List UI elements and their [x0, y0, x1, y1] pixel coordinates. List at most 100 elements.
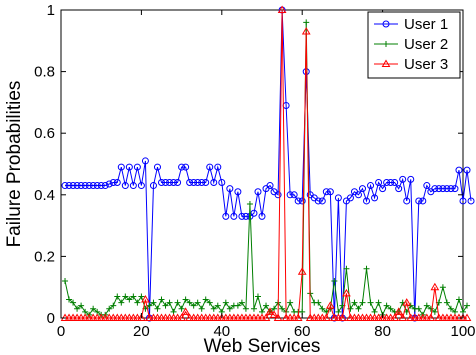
x-tick-label: 0 — [57, 323, 65, 340]
data-point — [254, 188, 262, 196]
data-point — [367, 299, 374, 306]
data-point — [101, 182, 109, 190]
data-point — [130, 293, 137, 300]
x-tick-label: 80 — [374, 323, 391, 340]
data-point — [407, 175, 415, 183]
data-point — [443, 299, 450, 306]
data-point — [70, 299, 77, 306]
data-point — [134, 299, 141, 306]
data-point — [383, 178, 391, 186]
data-point — [210, 305, 217, 312]
data-point — [279, 305, 286, 312]
data-point — [65, 182, 73, 190]
data-point — [174, 178, 182, 186]
data-point — [182, 163, 190, 171]
data-point — [463, 166, 471, 174]
data-point — [210, 178, 218, 186]
data-point — [206, 163, 214, 171]
data-point — [263, 302, 270, 309]
data-point — [322, 188, 330, 196]
data-point — [287, 299, 294, 306]
data-point — [351, 299, 358, 306]
data-point — [90, 305, 97, 312]
data-point — [198, 178, 206, 186]
data-point — [182, 296, 189, 303]
data-point — [261, 313, 271, 321]
data-point — [74, 305, 81, 312]
data-point — [274, 191, 282, 199]
data-point — [118, 299, 125, 306]
data-point — [246, 201, 253, 208]
data-point — [395, 185, 403, 193]
data-point — [238, 212, 246, 220]
data-point — [254, 293, 261, 300]
data-point — [89, 182, 97, 190]
y-tick-label: 0 — [47, 310, 55, 327]
data-point — [158, 178, 165, 186]
data-point — [399, 175, 407, 183]
data-point — [206, 299, 213, 306]
data-point — [464, 302, 471, 309]
data-point — [451, 185, 459, 193]
data-point — [290, 191, 298, 199]
data-point — [297, 267, 307, 275]
y-axis-label: Failure Probabilities — [4, 81, 25, 248]
data-point — [170, 178, 178, 186]
data-point — [294, 197, 302, 205]
data-point — [315, 299, 322, 306]
data-point — [194, 178, 202, 186]
data-point — [467, 197, 475, 205]
data-point — [137, 313, 146, 321]
data-point — [371, 194, 379, 202]
y-tick-label: 0.2 — [34, 248, 55, 265]
data-point — [186, 178, 194, 186]
data-point — [190, 178, 198, 186]
data-point — [222, 212, 230, 220]
data-point — [154, 305, 161, 312]
data-point — [141, 295, 150, 303]
data-point — [415, 305, 422, 312]
legend-label: User 1 — [404, 16, 448, 33]
data-point — [214, 163, 222, 171]
series-1 — [61, 6, 475, 322]
data-point — [174, 299, 181, 306]
data-point — [258, 212, 266, 220]
data-point — [314, 197, 322, 205]
data-point — [77, 182, 85, 190]
data-point — [125, 163, 133, 171]
data-point — [234, 188, 242, 196]
y-tick-label: 0.6 — [34, 125, 55, 142]
data-point — [367, 182, 375, 190]
x-tick-label: 60 — [294, 323, 311, 340]
data-point — [426, 313, 436, 321]
data-point — [387, 178, 395, 186]
data-point — [439, 284, 446, 291]
data-point — [459, 197, 467, 205]
data-point — [390, 313, 400, 321]
data-point — [66, 296, 73, 303]
data-point — [326, 188, 334, 196]
data-point — [407, 302, 414, 309]
data-point — [359, 185, 366, 193]
legend-marker — [381, 59, 391, 67]
data-point — [363, 197, 371, 205]
series-3 — [60, 5, 472, 321]
data-point — [214, 302, 221, 309]
data-point — [403, 197, 411, 205]
data-point — [265, 307, 275, 315]
data-point — [293, 313, 303, 321]
data-point — [319, 305, 326, 312]
data-point — [419, 197, 427, 205]
data-point — [122, 293, 129, 300]
data-point — [97, 182, 105, 190]
data-point — [137, 182, 145, 190]
data-point — [321, 313, 331, 321]
data-point — [250, 305, 257, 312]
data-point — [162, 178, 170, 186]
x-tick-label: 40 — [213, 323, 230, 340]
data-point — [186, 299, 193, 306]
data-point — [181, 307, 190, 315]
data-point — [69, 182, 77, 190]
data-point — [462, 313, 472, 321]
data-point — [158, 296, 165, 303]
